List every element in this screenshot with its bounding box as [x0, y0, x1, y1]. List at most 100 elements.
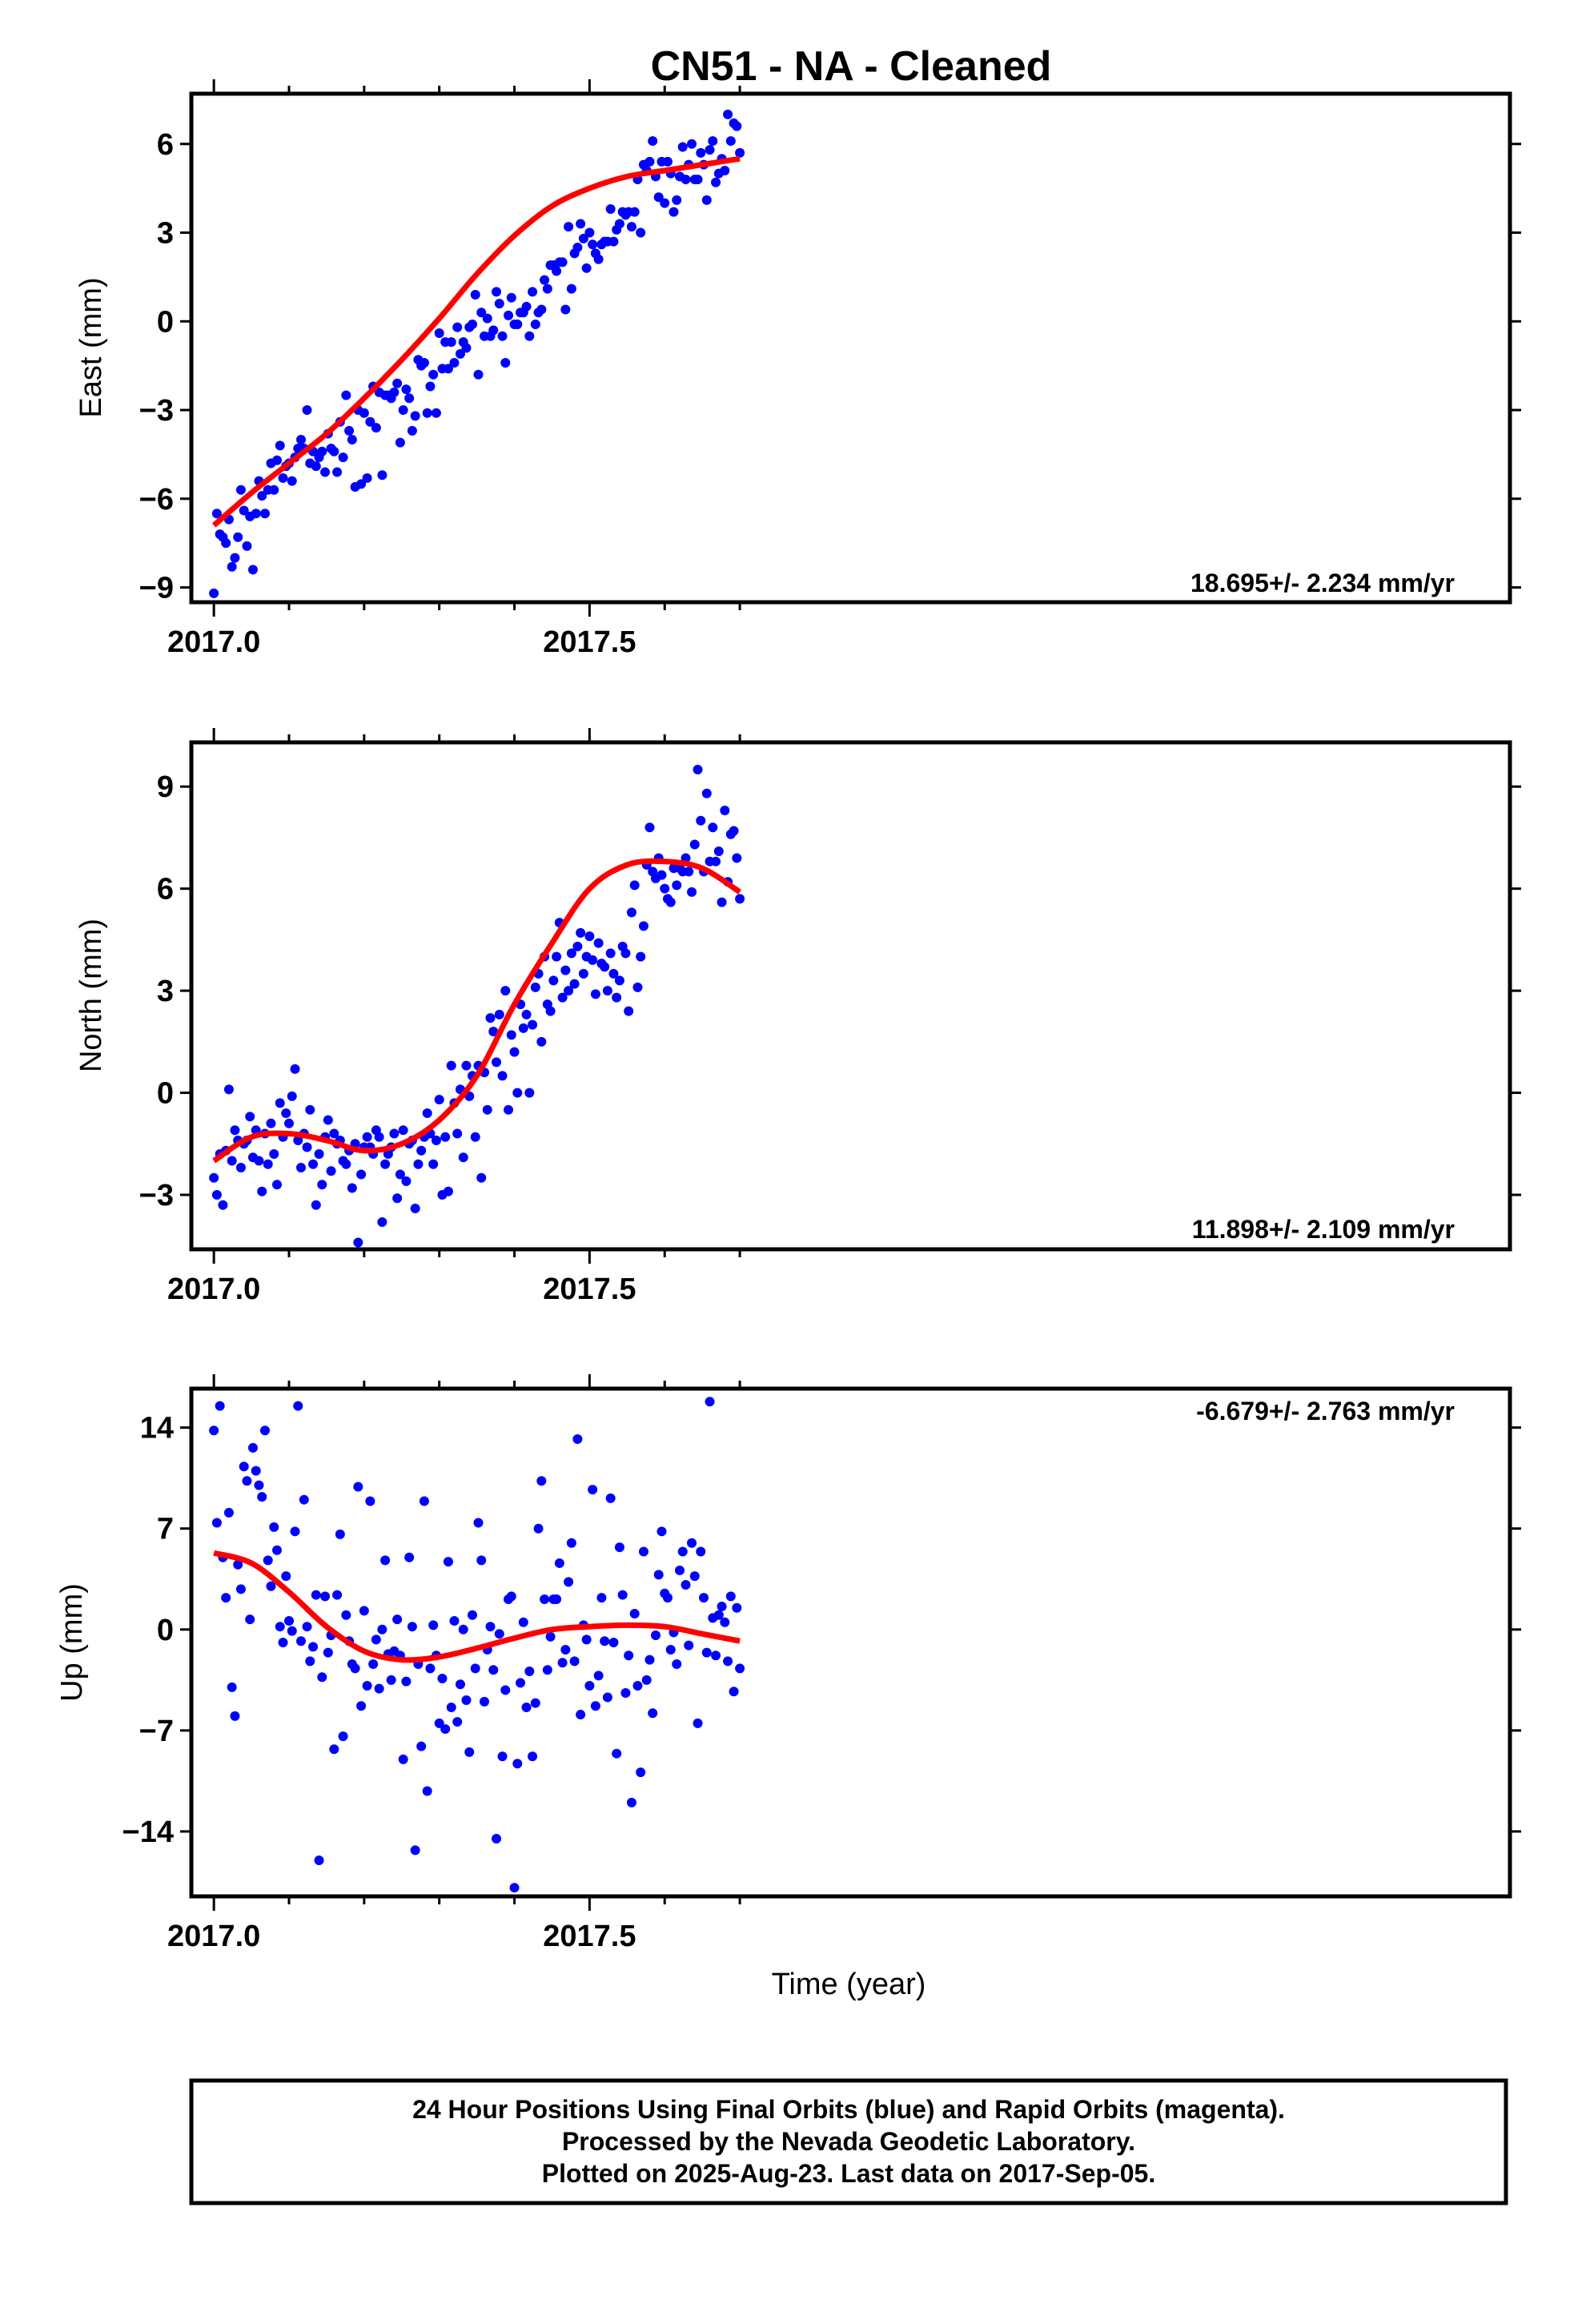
east-data-point	[275, 440, 285, 451]
north-data-point	[290, 1063, 300, 1074]
up-data-point	[473, 1518, 484, 1528]
up-data-point	[440, 1724, 451, 1735]
north-data-point	[446, 1060, 456, 1071]
east-data-point	[626, 222, 636, 232]
up-data-point	[638, 1546, 648, 1557]
north-data-point	[308, 1159, 319, 1169]
up-data-point	[608, 1638, 619, 1647]
up-data-point	[554, 1558, 564, 1568]
up-data-point	[536, 1476, 547, 1486]
north-ytick-label: 0	[157, 1077, 174, 1111]
up-data-point	[662, 1593, 673, 1603]
up-data-point	[332, 1590, 343, 1600]
up-data-point	[576, 1710, 586, 1720]
up-data-point	[458, 1624, 468, 1634]
north-data-point	[696, 815, 706, 826]
east-data-point	[389, 387, 400, 397]
up-ytick-label: −7	[139, 1715, 174, 1748]
up-data-point	[278, 1638, 288, 1647]
east-data-point	[644, 156, 655, 167]
up-data-point	[530, 1698, 540, 1708]
north-data-point	[614, 975, 624, 986]
east-data-point	[278, 472, 288, 483]
up-data-point	[290, 1526, 300, 1537]
north-data-point	[612, 992, 622, 1003]
east-data-point	[407, 425, 417, 436]
north-panel: −3 0 3 6 9 2017.0 2017.5 11.898+/- 2.109 mm/yr…	[74, 728, 1521, 1306]
east-data-point	[497, 331, 508, 341]
north-data-point	[560, 965, 571, 975]
north-data-point	[374, 1132, 384, 1142]
east-data-point	[320, 467, 331, 477]
east-data-point	[419, 357, 429, 368]
east-data-point	[211, 509, 222, 519]
up-data-point	[528, 1751, 538, 1762]
east-data-point	[221, 538, 231, 549]
north-data-point	[672, 880, 682, 891]
up-data-point	[410, 1845, 420, 1856]
up-data-point	[681, 1579, 691, 1590]
up-data-point	[723, 1656, 733, 1667]
north-data-point	[557, 992, 568, 1003]
up-data-point	[675, 1565, 685, 1575]
up-data-point	[275, 1622, 285, 1632]
up-data-point	[259, 1425, 270, 1436]
east-data-point	[422, 408, 432, 418]
east-data-point	[528, 287, 538, 297]
east-data-point	[428, 369, 439, 380]
north-data-point	[223, 1084, 234, 1095]
up-data-point	[581, 1634, 592, 1645]
north-data-point	[401, 1176, 412, 1187]
east-data-point	[287, 476, 297, 486]
up-data-point	[239, 1462, 249, 1472]
east-data-point	[512, 319, 523, 329]
north-data-point	[717, 897, 727, 907]
east-data-point	[588, 239, 598, 250]
east-data-point	[271, 455, 282, 465]
east-data-point	[696, 147, 706, 158]
up-data-point	[653, 1570, 664, 1580]
up-data-point	[560, 1645, 571, 1655]
east-data-point	[431, 408, 441, 418]
east-data-point	[494, 299, 504, 309]
north-data-point	[713, 846, 724, 856]
north-data-point	[536, 1036, 547, 1047]
up-data-point	[588, 1485, 598, 1495]
east-data-point	[552, 266, 562, 276]
north-data-point	[211, 1190, 222, 1200]
up-data-point	[705, 1397, 715, 1407]
east-panel: −9 −6 −3 0 3 6 2017.0 2017.5 18.695+/- 2.234 mm…	[74, 79, 1521, 659]
north-data-point	[593, 938, 604, 948]
east-data-point	[593, 254, 604, 264]
east-data-point	[608, 236, 619, 247]
up-data-point	[368, 1659, 379, 1670]
east-data-point	[488, 325, 499, 336]
north-data-point	[356, 1169, 367, 1180]
north-data-point	[326, 1166, 336, 1176]
east-plot-frame	[189, 91, 1512, 605]
east-data-point	[311, 461, 321, 472]
up-data-point	[693, 1718, 703, 1728]
up-data-point	[500, 1685, 511, 1695]
east-data-point	[365, 416, 375, 427]
east-data-point	[359, 408, 369, 418]
north-data-point	[347, 1183, 357, 1193]
up-data-point	[602, 1692, 612, 1703]
east-data-point	[578, 233, 588, 243]
north-data-point	[263, 1159, 273, 1169]
up-data-point	[542, 1665, 552, 1675]
east-data-point	[338, 452, 348, 463]
east-data-point	[672, 195, 682, 205]
east-data-point	[720, 165, 730, 175]
up-data-point	[335, 1529, 345, 1539]
east-data-point	[296, 434, 307, 444]
east-data-point	[492, 287, 502, 297]
up-data-point	[446, 1703, 456, 1713]
up-data-point	[626, 1797, 636, 1807]
east-data-point	[482, 313, 492, 324]
east-data-point	[233, 532, 243, 542]
up-data-point	[254, 1480, 264, 1490]
east-data-point	[693, 175, 703, 185]
north-data-point	[660, 883, 670, 894]
north-data-point	[218, 1200, 228, 1210]
